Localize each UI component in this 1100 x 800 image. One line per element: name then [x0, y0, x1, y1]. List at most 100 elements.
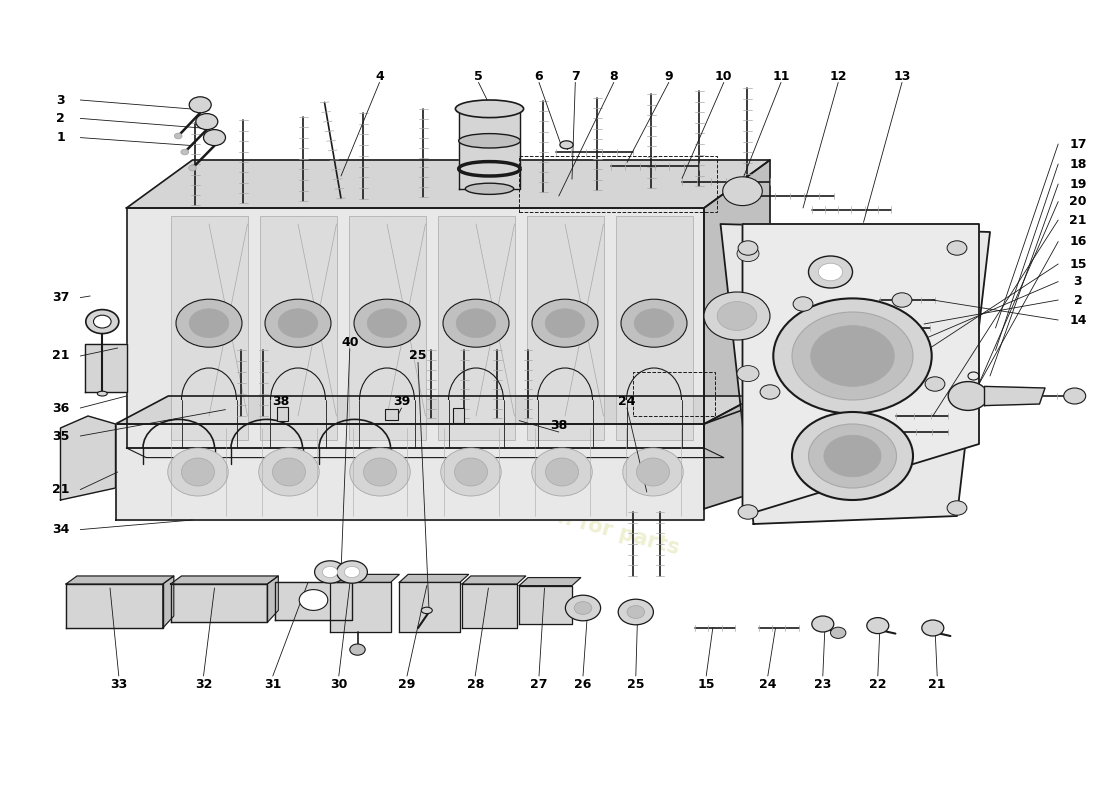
- Ellipse shape: [441, 448, 502, 496]
- Circle shape: [830, 627, 846, 638]
- Circle shape: [808, 256, 852, 288]
- Text: 15: 15: [1069, 258, 1087, 270]
- Bar: [277, 406, 288, 421]
- Polygon shape: [170, 584, 267, 622]
- Polygon shape: [85, 344, 126, 392]
- Circle shape: [948, 382, 988, 410]
- Text: 40: 40: [341, 336, 359, 349]
- Text: 17: 17: [1069, 138, 1087, 150]
- Polygon shape: [519, 586, 572, 624]
- Polygon shape: [66, 576, 174, 584]
- Text: 15: 15: [697, 678, 715, 690]
- Text: 8: 8: [609, 70, 618, 82]
- Bar: [349, 216, 426, 440]
- Text: 6: 6: [535, 70, 543, 82]
- Polygon shape: [704, 396, 757, 509]
- Text: 18: 18: [1069, 158, 1087, 170]
- Text: 21: 21: [52, 483, 69, 496]
- Circle shape: [189, 309, 229, 338]
- Circle shape: [344, 566, 360, 578]
- Text: 32: 32: [195, 678, 212, 690]
- Polygon shape: [60, 416, 116, 500]
- Ellipse shape: [455, 100, 524, 118]
- Polygon shape: [462, 584, 517, 628]
- Circle shape: [812, 616, 834, 632]
- Text: 19: 19: [1069, 178, 1087, 190]
- Text: 10: 10: [715, 70, 733, 82]
- Circle shape: [456, 309, 496, 338]
- Circle shape: [565, 595, 601, 621]
- Circle shape: [204, 130, 226, 146]
- Text: 26: 26: [574, 678, 592, 690]
- Text: 31: 31: [264, 678, 282, 690]
- Circle shape: [793, 297, 813, 311]
- Ellipse shape: [273, 458, 306, 486]
- Circle shape: [196, 114, 218, 130]
- Polygon shape: [163, 576, 174, 628]
- Circle shape: [760, 385, 780, 399]
- Text: 29: 29: [398, 678, 416, 690]
- Circle shape: [574, 602, 592, 614]
- Text: 3: 3: [56, 94, 65, 106]
- Ellipse shape: [350, 448, 410, 496]
- Ellipse shape: [167, 448, 229, 496]
- Polygon shape: [330, 582, 390, 632]
- Text: 4: 4: [375, 70, 384, 82]
- Text: 33: 33: [110, 678, 128, 690]
- Circle shape: [618, 599, 653, 625]
- Text: 2: 2: [1074, 294, 1082, 306]
- Circle shape: [350, 644, 365, 655]
- Text: 36: 36: [52, 402, 69, 414]
- Text: 16: 16: [1069, 235, 1087, 248]
- Circle shape: [723, 177, 762, 206]
- Text: 24: 24: [618, 395, 636, 408]
- Polygon shape: [126, 160, 770, 208]
- Polygon shape: [399, 574, 469, 582]
- Ellipse shape: [623, 448, 683, 496]
- Polygon shape: [275, 582, 352, 620]
- Text: 35: 35: [52, 430, 69, 442]
- Circle shape: [1064, 388, 1086, 404]
- Circle shape: [315, 561, 345, 583]
- Circle shape: [278, 309, 318, 338]
- Polygon shape: [399, 582, 460, 632]
- Circle shape: [176, 299, 242, 347]
- Circle shape: [925, 377, 945, 391]
- Circle shape: [354, 299, 420, 347]
- Text: 27: 27: [530, 678, 548, 690]
- Ellipse shape: [189, 166, 196, 170]
- Text: 23: 23: [814, 678, 832, 690]
- Polygon shape: [126, 208, 704, 448]
- Circle shape: [811, 326, 894, 386]
- Circle shape: [738, 241, 758, 255]
- Text: 1: 1: [56, 131, 65, 144]
- Circle shape: [824, 435, 881, 477]
- Circle shape: [737, 246, 759, 262]
- Ellipse shape: [97, 391, 108, 396]
- Ellipse shape: [182, 458, 214, 486]
- Ellipse shape: [258, 448, 319, 496]
- Polygon shape: [519, 578, 581, 586]
- Polygon shape: [116, 396, 757, 424]
- Ellipse shape: [363, 458, 396, 486]
- Circle shape: [737, 366, 759, 382]
- Circle shape: [947, 501, 967, 515]
- Polygon shape: [170, 576, 278, 584]
- Text: 37: 37: [52, 291, 69, 304]
- Text: 7: 7: [571, 70, 580, 82]
- Polygon shape: [267, 576, 278, 622]
- Text: 21: 21: [928, 678, 946, 690]
- Text: 25: 25: [627, 678, 645, 690]
- Bar: [170, 216, 248, 440]
- Circle shape: [627, 606, 645, 618]
- Circle shape: [717, 302, 757, 330]
- Text: 24: 24: [759, 678, 777, 690]
- Ellipse shape: [454, 458, 487, 486]
- Text: 13: 13: [893, 70, 911, 82]
- Polygon shape: [330, 574, 399, 582]
- Circle shape: [792, 412, 913, 500]
- Text: 14: 14: [1069, 314, 1087, 326]
- Text: 22: 22: [869, 678, 887, 690]
- Polygon shape: [462, 576, 526, 584]
- Bar: [519, 156, 717, 212]
